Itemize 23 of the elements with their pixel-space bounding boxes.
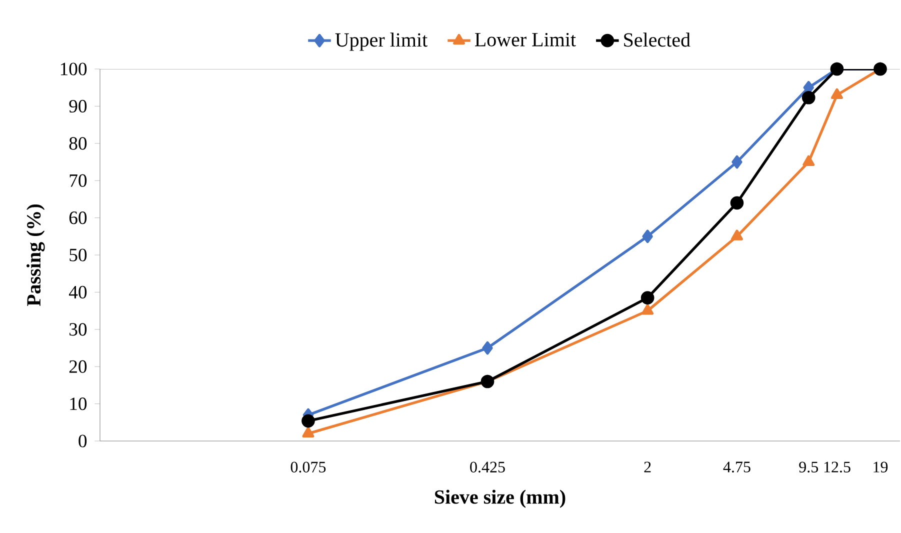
y-tick-label: 70	[70, 174, 87, 187]
y-tick-label: 80	[69, 137, 87, 150]
y-tick-label: 60	[69, 211, 87, 224]
y-tick-label: 50	[70, 248, 87, 262]
x-tick-label: 2	[644, 462, 651, 472]
x-tick-label: 12.5	[824, 462, 850, 473]
x-axis-title: Sieve size (mm)	[434, 490, 566, 508]
y-tick-label: 10	[70, 397, 87, 410]
x-tick-label: 0.425	[470, 462, 505, 473]
legend-label: Selected	[624, 32, 690, 47]
y-tick-label: 90	[69, 100, 87, 113]
y-axis-title: Passing (%)	[26, 204, 45, 306]
x-tick-label: 4.75	[723, 462, 750, 472]
x-tick-label: 19	[874, 462, 888, 472]
x-tick-label: 9.5	[799, 462, 818, 473]
y-tick-label: 0	[78, 434, 87, 448]
legend-label: Upper limit	[335, 32, 428, 51]
legend-label: Lower Limit	[474, 32, 576, 46]
y-tick-label: 40	[68, 286, 87, 299]
x-tick-label: 0.075	[290, 462, 326, 473]
y-tick-label: 30	[70, 323, 87, 336]
y-tick-label: 20	[69, 360, 87, 373]
y-tick-label: 100	[60, 62, 87, 76]
